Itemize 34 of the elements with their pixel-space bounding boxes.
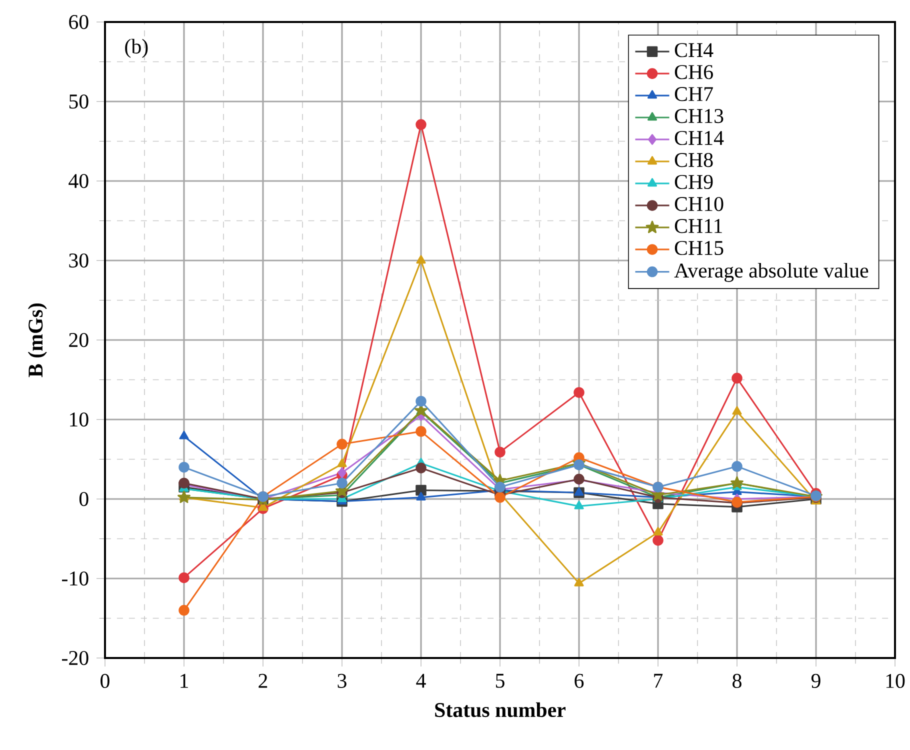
legend-label: CH11 — [674, 219, 722, 234]
x-tick-label: 1 — [180, 674, 188, 688]
y-tick-label: 0 — [79, 492, 88, 506]
x-tick-label: 2 — [258, 674, 268, 688]
y-axis-title: B (mGs) — [28, 303, 47, 378]
y-tick-label: 20 — [69, 332, 88, 348]
legend-label: Average absolute value — [674, 262, 868, 282]
y-tick-label: 50 — [69, 94, 88, 109]
legend-label: CH7 — [674, 87, 713, 102]
y-tick-label: -20 — [62, 650, 88, 666]
legend-label: CH14 — [674, 130, 724, 146]
x-tick-label: 8 — [732, 674, 742, 688]
legend-label: CH4 — [674, 43, 714, 58]
legend-label: CH15 — [674, 240, 724, 256]
legend-label: CH10 — [674, 196, 724, 212]
x-axis-title: Status number — [435, 702, 566, 718]
y-tick-label: 30 — [69, 253, 88, 268]
x-tick-label: 7 — [654, 674, 663, 688]
x-tick-label: 5 — [496, 674, 504, 688]
x-tick-label: 3 — [338, 674, 346, 688]
x-tick-label: 6 — [574, 674, 584, 688]
x-tick-label: 4 — [416, 674, 426, 688]
x-tick-label: 0 — [100, 674, 110, 688]
annotation: (b) — [125, 38, 148, 58]
x-tick-label: 9 — [811, 674, 820, 688]
x-tick-label: 10 — [886, 674, 905, 688]
y-tick-label: -10 — [62, 571, 88, 586]
legend-label: CH8 — [674, 152, 713, 168]
y-tick-label: 40 — [68, 174, 88, 188]
legend-label: CH6 — [674, 65, 713, 80]
legend-label: CH13 — [674, 109, 724, 124]
y-tick-label: 60 — [69, 14, 88, 30]
y-tick-label: 10 — [70, 412, 88, 427]
legend-label: CH9 — [674, 174, 713, 190]
